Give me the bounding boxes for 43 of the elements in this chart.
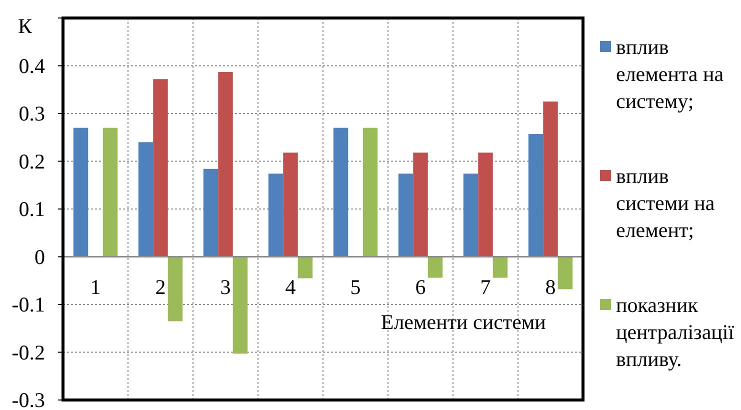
bar (543, 102, 558, 257)
bar (298, 256, 313, 278)
x-tick-label: 4 (285, 274, 296, 299)
x-tick-label: 3 (220, 274, 231, 299)
bar (428, 256, 443, 278)
bar (203, 168, 218, 257)
bar (362, 128, 378, 257)
y-tick-label: -0.2 (12, 340, 45, 364)
bar (528, 134, 544, 257)
bar (218, 72, 233, 257)
y-tick-label: -0.3 (12, 388, 45, 410)
bar (168, 256, 183, 322)
bar (102, 128, 118, 257)
bar (558, 256, 573, 290)
y-tick-label: 0 (34, 244, 45, 269)
x-tick-label: 6 (415, 274, 426, 299)
x-tick-label: 8 (545, 274, 556, 299)
bar (283, 152, 298, 257)
bar (478, 152, 493, 257)
x-tick-label: 1 (90, 274, 101, 299)
bar (138, 142, 154, 257)
bar (398, 174, 414, 257)
y-tick-label: 0.2 (18, 149, 45, 174)
bar (268, 174, 284, 257)
bar (153, 79, 168, 257)
y-tick-label: -0.1 (12, 292, 45, 316)
bar (413, 152, 428, 257)
bar (73, 128, 88, 257)
x-tick-label: 5 (350, 274, 361, 299)
bar (232, 256, 248, 354)
bar (333, 128, 348, 257)
y-tick-label: 0.3 (18, 102, 45, 126)
x-tick-label: 2 (155, 274, 166, 299)
bar (463, 174, 478, 257)
x-axis-title: Елементи системи (380, 310, 546, 334)
bar (492, 256, 508, 278)
legend-label: вплив елемента на систему; (616, 35, 724, 113)
legend-label: вплив системи на елемент; (616, 164, 716, 242)
x-tick-label: 7 (480, 274, 491, 299)
y-axis-title: К (18, 14, 33, 38)
legend-label: показник централізації впливу. (616, 293, 734, 371)
y-tick-label: 0.4 (18, 54, 46, 78)
y-tick-label: 0.1 (18, 197, 45, 221)
